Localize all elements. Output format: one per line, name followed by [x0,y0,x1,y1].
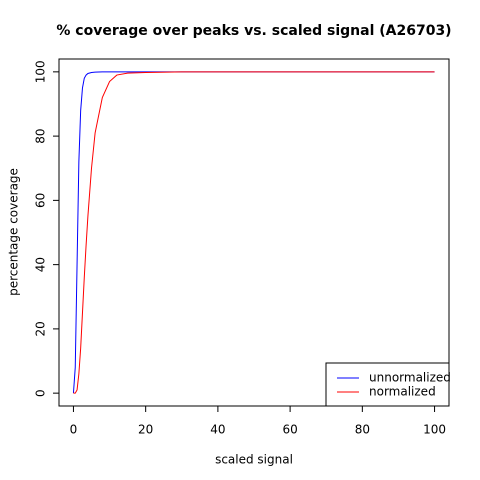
y-tick-label: 0 [34,389,48,397]
x-tick-label: 80 [355,423,370,437]
line-series [72,71,435,394]
x-tick-label: 60 [282,423,297,437]
x-tick-label: 20 [138,423,153,437]
y-tick-label: 100 [34,60,48,83]
y-tick-label: 20 [34,321,48,336]
plot-frame [58,58,450,407]
line-series [73,71,435,394]
x-tick-label: 40 [210,423,225,437]
y-tick-label: 80 [34,128,48,143]
x-axis-label: scaled signal [215,453,293,467]
y-tick-label: 60 [34,193,48,208]
y-tick-label: 40 [34,257,48,272]
legend-box [325,362,450,407]
y-axis-label: percentage coverage [7,168,21,296]
chart-title: % coverage over peaks vs. scaled signal … [56,23,451,39]
x-tick-label: 100 [423,423,446,437]
x-tick-label: 0 [70,423,78,437]
legend-label: unnormalized [369,371,451,385]
legend-label: normalized [369,385,436,399]
